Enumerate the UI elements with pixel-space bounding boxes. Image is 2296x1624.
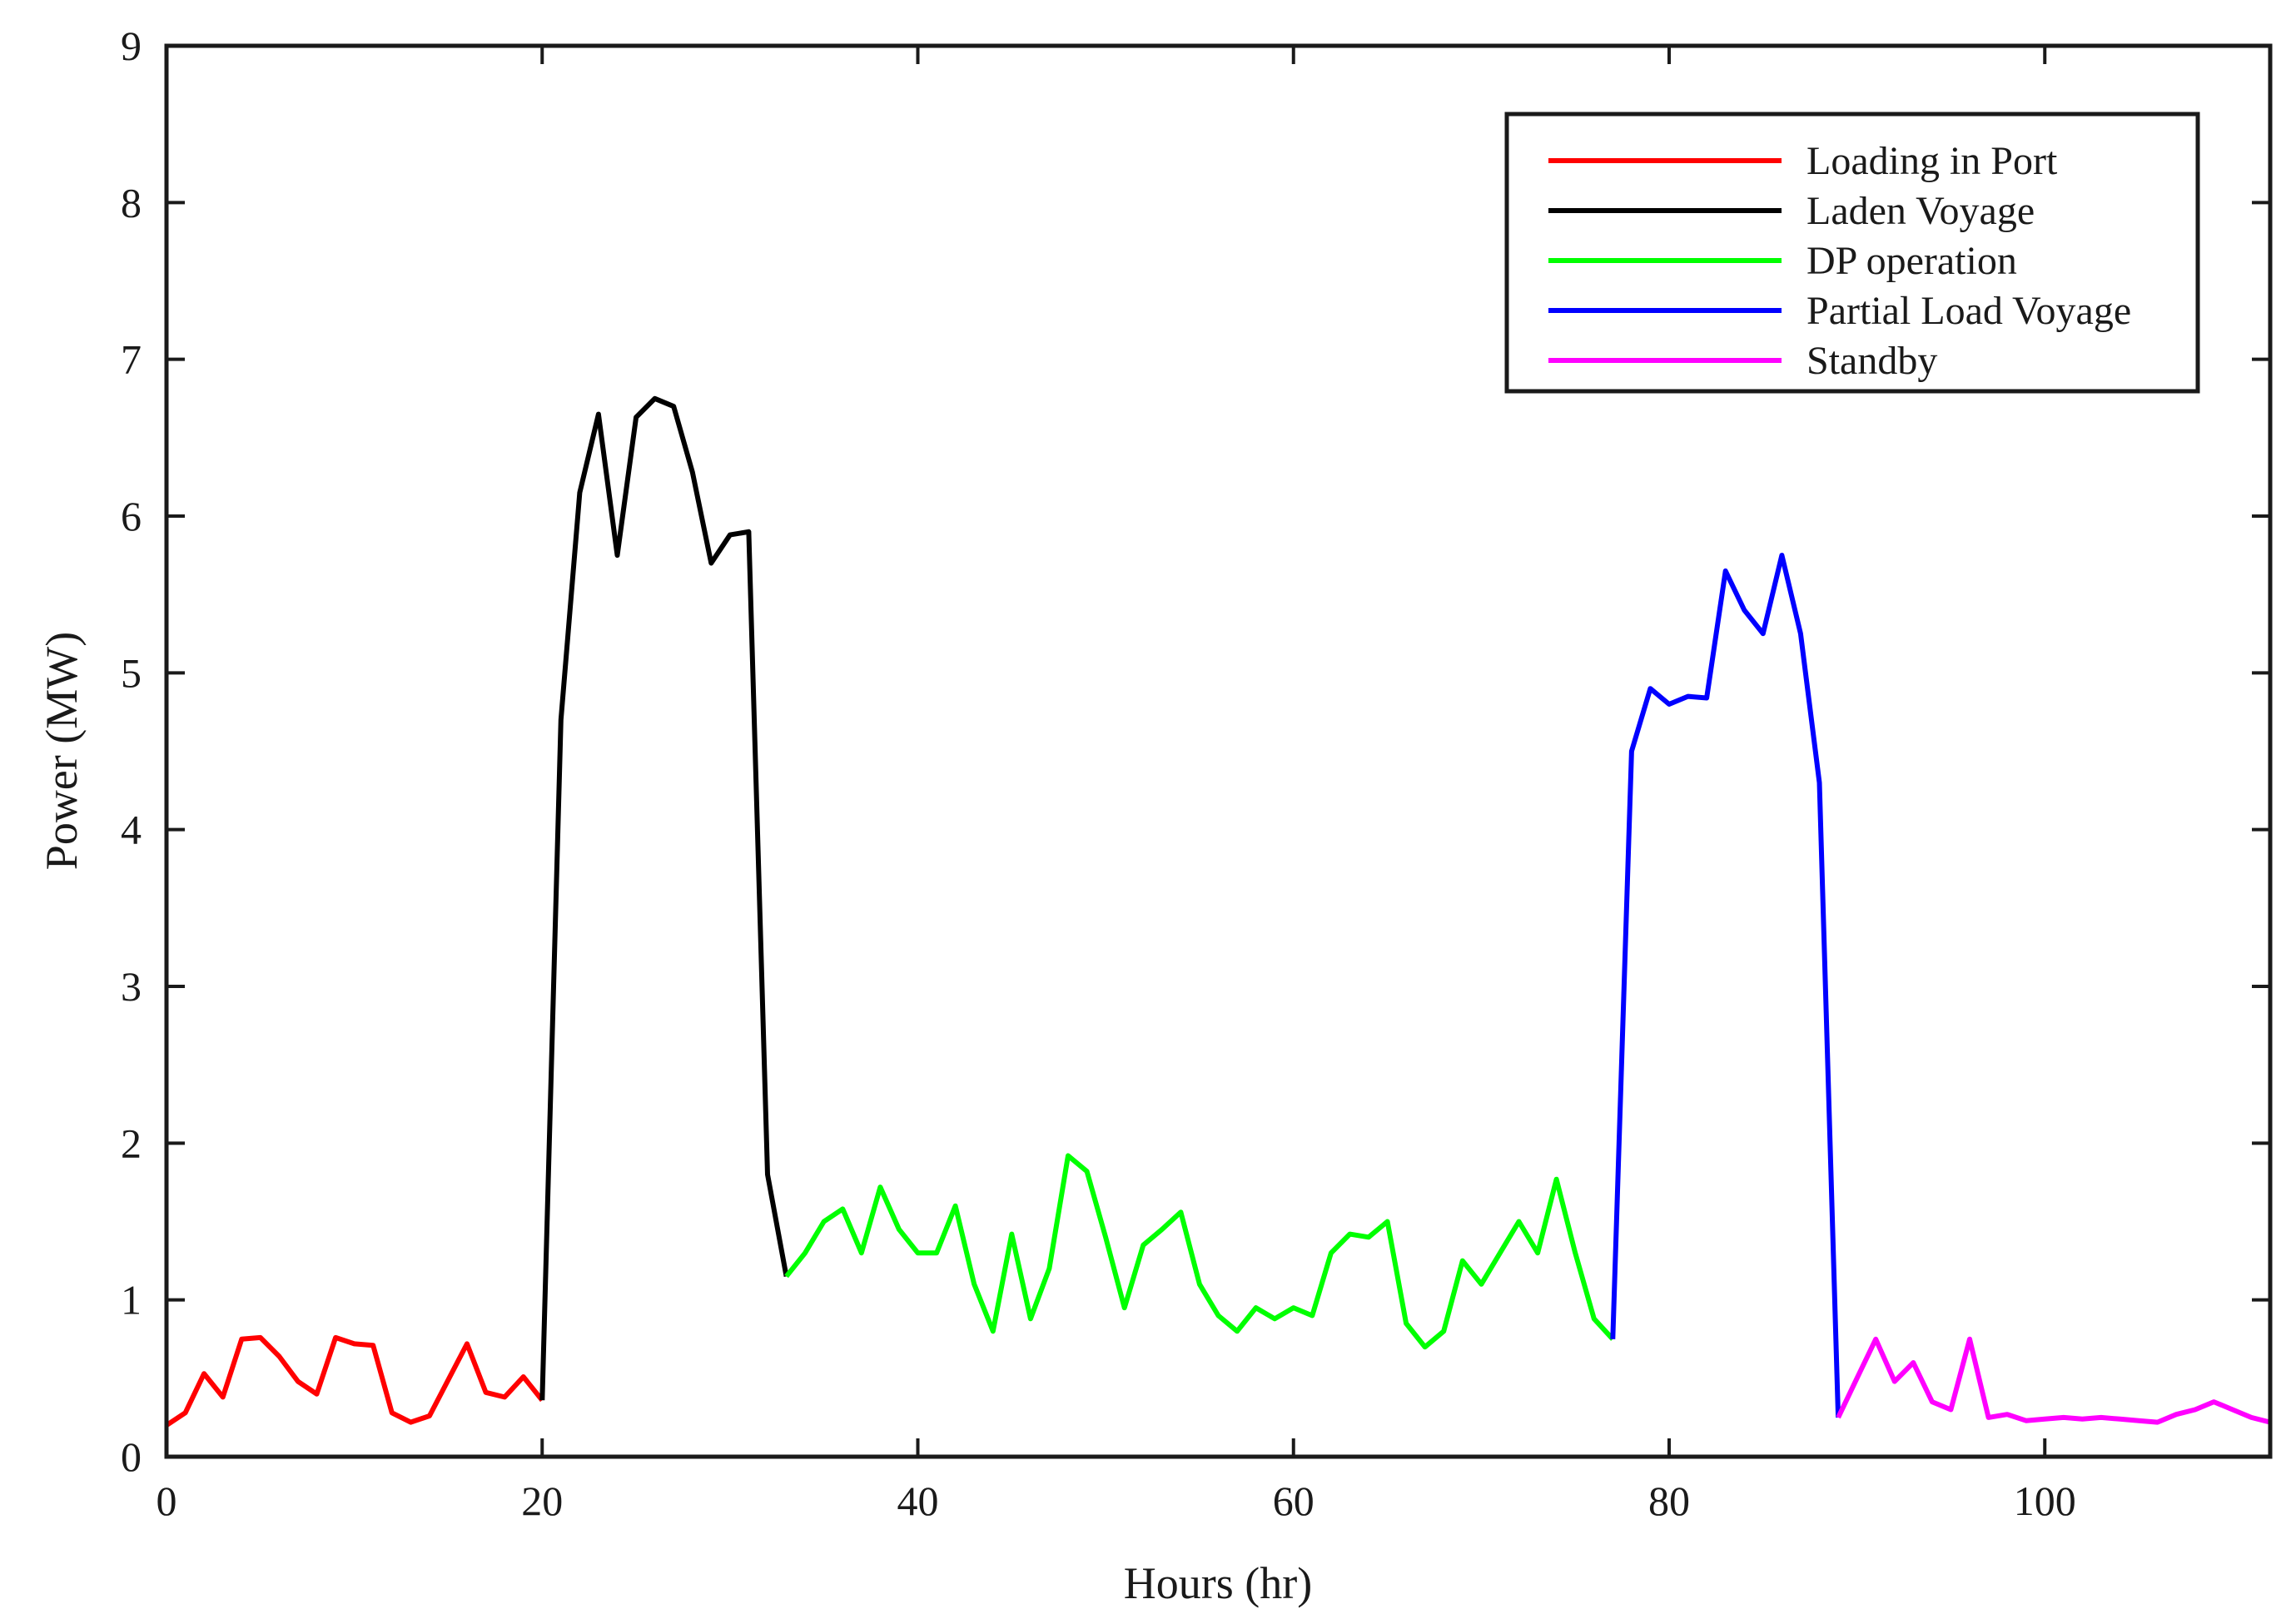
plot-area-frame: [164, 43, 2273, 1459]
x-axis-title: Hours (hr): [1124, 1558, 1312, 1608]
y-tick-label: 4: [121, 807, 142, 853]
x-tick-label: 80: [1648, 1477, 1690, 1524]
x-tick-label: 20: [521, 1477, 563, 1524]
series-line-1: [539, 395, 789, 1401]
y-tick-label: 8: [121, 179, 142, 226]
series-line-4: [1836, 1336, 2271, 1425]
series-line-2: [784, 1153, 1615, 1350]
y-tick-label: 5: [121, 649, 142, 696]
legend-label-1: Laden Voyage: [1806, 189, 2035, 233]
series-layer: [165, 395, 2271, 1428]
y-tick-label: 1: [121, 1277, 142, 1324]
x-tick-label: 100: [2014, 1477, 2076, 1524]
y-axis-title: Power (MW): [37, 632, 87, 870]
legend: Loading in Port Laden Voyage DP operation P…: [1504, 112, 2200, 394]
x-tick-label: 0: [157, 1477, 177, 1524]
y-tick-label: 7: [121, 336, 142, 383]
y-tick-label: 6: [121, 493, 142, 539]
legend-label-2: DP operation: [1806, 239, 2017, 283]
legend-label-4: Standby: [1806, 339, 1937, 383]
y-tick-label: 3: [121, 963, 142, 1010]
legend-label-0: Loading in Port: [1806, 139, 2058, 183]
tick-layer: 0 20 40 60 80 100 0 1 2 3 4 5 6 7 8 9: [121, 22, 2270, 1524]
y-tick-label: 9: [121, 22, 142, 69]
series-line-3: [1610, 553, 1841, 1418]
series-line-0: [165, 1334, 544, 1428]
x-tick-label: 40: [897, 1477, 939, 1524]
legend-label-3: Partial Load Voyage: [1806, 289, 2131, 333]
x-tick-label: 60: [1273, 1477, 1314, 1524]
y-tick-label: 0: [121, 1433, 142, 1480]
y-tick-label: 2: [121, 1120, 142, 1166]
